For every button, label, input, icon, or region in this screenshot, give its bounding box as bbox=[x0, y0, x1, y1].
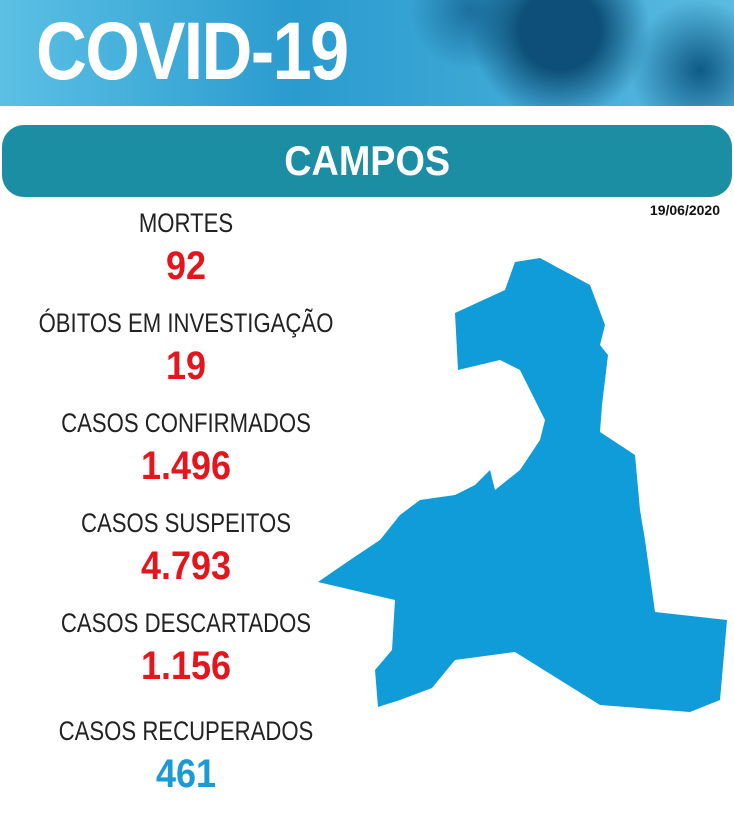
stat-item: CASOS CONFIRMADOS 1.496 bbox=[0, 405, 372, 505]
stat-value: 461 bbox=[155, 752, 217, 796]
stat-value: 92 bbox=[165, 244, 207, 288]
stats: MORTES 92 ÓBITOS EM INVESTIGAÇÃO 19 CASOS CO… bbox=[0, 205, 372, 813]
stat-value: 1.156 bbox=[140, 644, 232, 688]
stat-value: 19 bbox=[165, 344, 207, 388]
stat-item: CASOS RECUPERADOS 461 bbox=[0, 713, 372, 813]
stat-label: CASOS CONFIRMADOS bbox=[61, 408, 311, 438]
stat-value: 4.793 bbox=[140, 544, 232, 588]
stat-label: CASOS DESCARTADOS bbox=[60, 608, 312, 638]
stat-label: CASOS RECUPERADOS bbox=[58, 716, 314, 746]
stat-label: CASOS SUSPEITOS bbox=[81, 508, 291, 538]
stat-item: CASOS DESCARTADOS 1.156 bbox=[0, 605, 372, 705]
stat-item: CASOS SUSPEITOS 4.793 bbox=[0, 505, 372, 605]
city-name: CAMPOS bbox=[284, 137, 450, 184]
stat-item: MORTES 92 bbox=[0, 205, 372, 305]
header: COVID-19 bbox=[0, 0, 734, 106]
stat-label: MORTES bbox=[138, 208, 234, 238]
stat-label: ÓBITOS EM INVESTIGAÇÃO bbox=[38, 308, 334, 338]
stat-value: 1.496 bbox=[140, 444, 232, 488]
date: 19/06/2020 bbox=[649, 202, 720, 218]
banner: CAMPOS bbox=[2, 125, 732, 197]
city-map bbox=[318, 258, 727, 712]
title: COVID-19 bbox=[36, 6, 349, 97]
stat-item: ÓBITOS EM INVESTIGAÇÃO 19 bbox=[0, 305, 372, 405]
